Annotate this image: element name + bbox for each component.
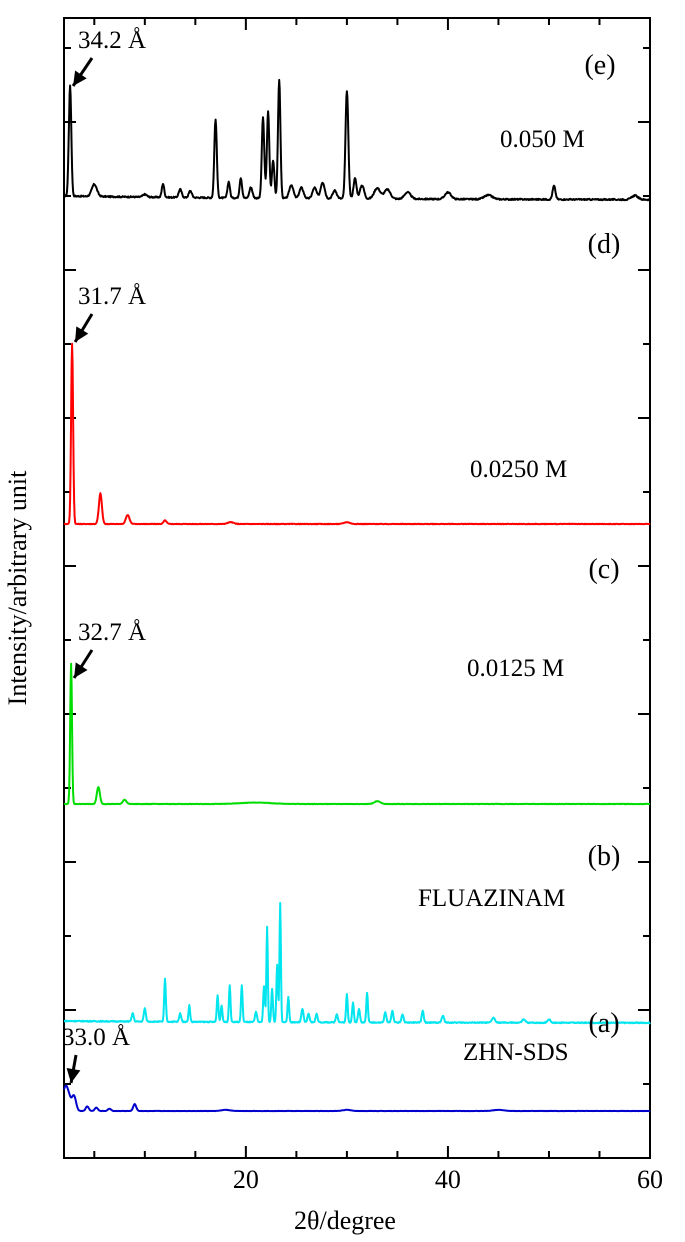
series-label: 0.0125 M [467, 655, 564, 682]
panel-letter: (d) [588, 229, 621, 260]
series-labels: 0.050 M (e) 0.0250 M (d) 0.0125 M (c) FLUAZINA… [418, 50, 620, 1066]
series-label: 0.0250 M [470, 456, 567, 483]
y-axis-title: Intensity/arbitrary unit [3, 470, 32, 705]
series-label: 0.050 M [500, 126, 585, 153]
x-tick-label: 20 [233, 1165, 259, 1194]
x-axis-title: 2θ/degree [294, 1206, 396, 1235]
annotation-arrow-head [73, 70, 87, 86]
plot-frame [63, 17, 651, 1159]
xrd-trace-2 [63, 342, 651, 526]
xrd-trace-5 [63, 1084, 651, 1113]
panel-letter: (e) [584, 50, 615, 81]
x-tick-label: 40 [435, 1165, 461, 1194]
d-spacing-annotation: 33.0 Å [62, 1024, 130, 1051]
series-label: ZHN-SDS [463, 1039, 569, 1066]
peak-annotations: 34.2 Å 31.7 Å 32.7 Å 33.0 Å [62, 27, 146, 1084]
xrd-trace-4 [63, 902, 651, 1025]
panel-letter: (b) [588, 841, 621, 872]
xrd-trace-3 [63, 662, 651, 806]
x-axis-ticks [93, 18, 651, 1158]
annotation-arrow-head [75, 326, 89, 342]
annotation-arrow-head [66, 1067, 81, 1083]
panel-letter: (a) [588, 1008, 619, 1039]
xrd-trace-1 [63, 78, 651, 202]
series-label: FLUAZINAM [418, 885, 565, 912]
panel-letter: (c) [588, 554, 619, 585]
plot-area-border [63, 17, 651, 1159]
x-axis-tick-labels: 20 40 60 [233, 1165, 663, 1194]
d-spacing-annotation: 32.7 Å [78, 619, 146, 646]
annotation-arrow-head [74, 662, 88, 678]
y-axis-ticks [64, 47, 650, 1085]
x-tick-label: 60 [637, 1165, 663, 1194]
d-spacing-annotation: 34.2 Å [78, 27, 146, 54]
d-spacing-annotation: 31.7 Å [78, 283, 146, 310]
xrd-traces [63, 78, 651, 1113]
